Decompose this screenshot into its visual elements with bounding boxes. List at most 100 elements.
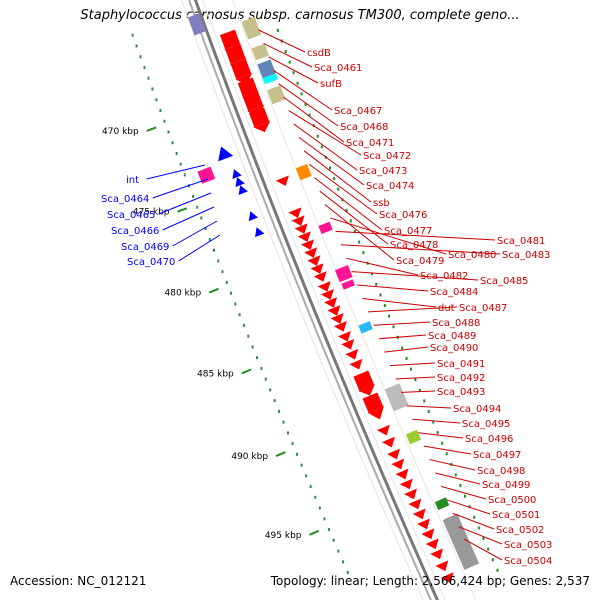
forward-leader-line xyxy=(406,405,452,409)
forward-gene-label: Sca_0485 xyxy=(480,276,528,287)
cds-forward-arrow xyxy=(275,175,289,187)
track-dot xyxy=(345,208,348,212)
track-dot xyxy=(276,28,279,32)
track-dot xyxy=(342,560,345,564)
cds-forward-arrow xyxy=(370,408,384,420)
cds-forward-arrow xyxy=(310,263,324,274)
forward-gene-label: Sca_0477 xyxy=(384,226,432,237)
track-dot xyxy=(242,323,245,327)
forward-gene-label: Sca_0487 xyxy=(459,303,507,314)
reverse-leader-line xyxy=(172,220,218,247)
track-dot xyxy=(418,388,421,392)
reverse-leader-line xyxy=(152,178,209,199)
cds-forward-arrow xyxy=(404,488,417,500)
cds-forward-arrow xyxy=(294,223,308,234)
track-dot xyxy=(454,473,457,477)
genes-value: 2,537 xyxy=(555,574,590,588)
forward-leader-line xyxy=(303,150,372,203)
feature-pink xyxy=(318,221,333,235)
forward-gene-label: Sca_0503 xyxy=(504,540,552,551)
track-dot xyxy=(427,409,430,413)
track-dot xyxy=(296,452,299,456)
cds-forward-arrow xyxy=(333,321,347,332)
track-dot xyxy=(273,399,276,403)
track-dot xyxy=(329,166,332,170)
forward-gene-label: Sca_0495 xyxy=(462,419,510,430)
track-dot xyxy=(171,141,174,145)
reverse-leader-line xyxy=(162,206,215,231)
forward-leader-line xyxy=(423,445,472,455)
track-dot xyxy=(441,441,444,445)
track-dot xyxy=(296,81,299,85)
track-dot xyxy=(143,65,146,69)
feature-olive xyxy=(267,85,286,105)
track-dot xyxy=(247,334,250,338)
cds-forward-block xyxy=(219,29,241,50)
cds-reverse-arrow xyxy=(238,185,248,196)
scale-tick xyxy=(208,287,219,294)
track-dot xyxy=(337,187,340,191)
forward-gene-label: Sca_0472 xyxy=(363,151,411,162)
feature-lilac xyxy=(187,13,206,36)
cds-reverse-arrow xyxy=(248,211,259,222)
forward-gene-label: Sca_0489 xyxy=(428,331,476,342)
track-dot xyxy=(225,280,228,284)
track-dot xyxy=(204,227,207,231)
scale-tick xyxy=(177,207,188,213)
kbp-label: 490 kbp xyxy=(231,452,268,462)
forward-leader-line xyxy=(335,230,496,241)
track-dot xyxy=(300,92,303,96)
cds-forward-arrow xyxy=(324,297,338,308)
cds-forward-block xyxy=(231,59,252,80)
feature-pink xyxy=(341,279,355,290)
forward-gene-label: Sca_0488 xyxy=(432,318,480,329)
track-dot xyxy=(255,356,258,360)
track-dot xyxy=(300,463,303,467)
track-dot xyxy=(491,558,494,562)
orf-ring-1 xyxy=(202,0,446,600)
track-dot xyxy=(414,378,417,382)
track-dot xyxy=(308,113,311,117)
track-dot xyxy=(269,388,272,392)
forward-gene-label: Sca_0490 xyxy=(430,343,478,354)
kbp-label: 470 kbp xyxy=(102,127,139,137)
track-dot xyxy=(291,442,294,446)
reverse-gene-label: Sca_0469 xyxy=(121,242,169,253)
backbone-edge-right xyxy=(193,0,440,600)
scale-tick xyxy=(146,126,157,132)
accession-info: Accession: NC_012121 xyxy=(10,574,146,588)
forward-gene-label: ssb xyxy=(373,198,390,209)
cds-reverse-arrow xyxy=(255,227,265,238)
forward-leader-line xyxy=(458,526,503,545)
forward-gene-label: Sca_0492 xyxy=(437,373,485,384)
forward-leader-line xyxy=(351,271,479,281)
forward-gene-label: Sca_0498 xyxy=(477,466,525,477)
forward-leader-line xyxy=(373,321,431,326)
forward-leader-line xyxy=(288,110,362,156)
track-dot xyxy=(155,98,158,102)
forward-leader-line xyxy=(384,346,429,353)
genes-label: Genes: xyxy=(509,574,552,588)
orf-ring-0 xyxy=(181,0,424,600)
track-dot xyxy=(463,494,466,498)
reverse-leader-line xyxy=(178,234,221,262)
forward-gene-label: Sca_0479 xyxy=(396,256,444,267)
forward-gene-label: Sca_0468 xyxy=(340,122,388,133)
track-dot xyxy=(383,304,386,308)
track-dot xyxy=(379,293,382,297)
forward-leader-line xyxy=(346,257,419,276)
feature-steelblue xyxy=(257,59,276,79)
forward-leader-line xyxy=(319,190,389,245)
genome-backbone xyxy=(187,0,440,600)
track-dot xyxy=(477,526,480,530)
forward-gene-label: Sca_0491 xyxy=(437,359,485,370)
cds-forward-arrow xyxy=(345,348,359,360)
forward-gene-label: Sca_0481 xyxy=(497,236,545,247)
kbp-label: 495 kbp xyxy=(265,531,302,541)
track-dot xyxy=(304,102,307,106)
cds-forward-block xyxy=(242,91,264,112)
forward-gene-label: Sca_0474 xyxy=(366,181,414,192)
track-dot xyxy=(432,420,435,424)
cds-forward-arrow xyxy=(399,478,413,490)
